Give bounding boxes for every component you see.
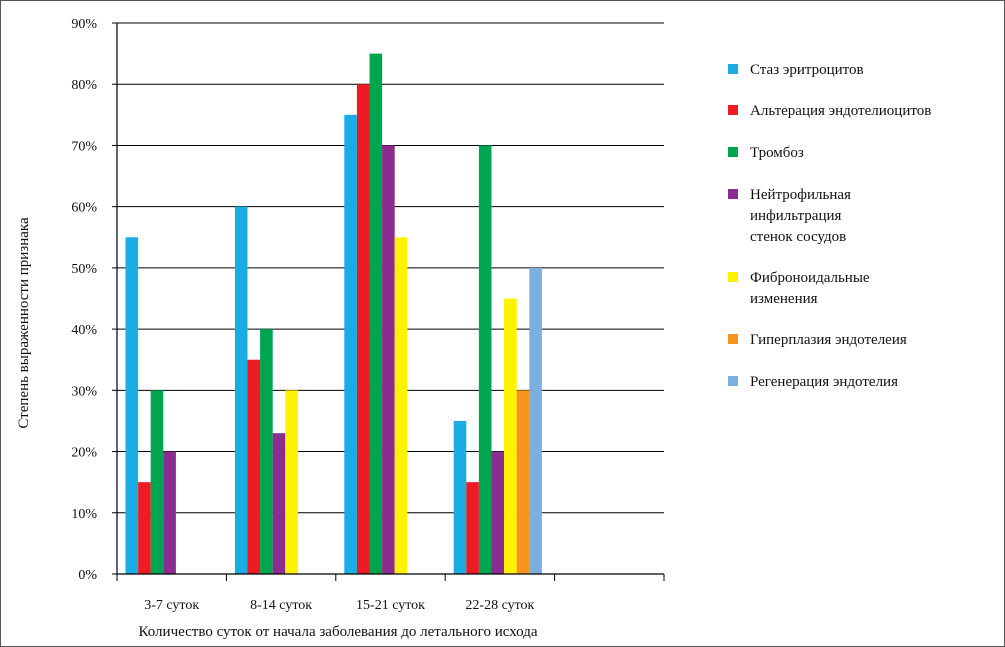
bar <box>138 482 151 574</box>
bar <box>272 433 286 574</box>
bar <box>478 145 492 574</box>
y-tick-label: 40% <box>71 323 97 338</box>
axes <box>112 22 665 581</box>
legend-label: Нейтрофильная инфильтрация стенок сосудов <box>750 187 851 245</box>
y-tick-label: 0% <box>78 568 97 583</box>
bar <box>150 390 164 574</box>
x-tick-label: 15-21 суток <box>356 598 425 613</box>
bars <box>125 53 542 575</box>
bar <box>382 145 395 574</box>
y-tick-label: 60% <box>71 201 97 216</box>
x-tick-label: 8-14 суток <box>250 598 312 613</box>
bar <box>466 482 479 574</box>
y-tick-label: 70% <box>71 139 97 154</box>
legend-label: Гиперплазия эндотелеия <box>750 332 907 348</box>
legend-label: Фиброноидальные изменения <box>750 270 870 307</box>
bar <box>453 420 467 574</box>
bar <box>260 329 273 574</box>
y-tick-label: 80% <box>71 78 97 93</box>
bar <box>356 84 370 574</box>
bar <box>504 298 517 574</box>
legend-label: Регенерация эндотелия <box>750 374 898 390</box>
bar <box>491 451 505 574</box>
legend: Стаз эритроцитов Альтерация эндотелиоцито… <box>728 62 931 390</box>
legend-swatch <box>728 272 738 282</box>
x-axis-title: Количество суток от начала заболевания д… <box>139 624 538 640</box>
y-axis-title: Степень выраженности признака <box>16 217 32 429</box>
y-tick-label: 10% <box>71 507 97 522</box>
legend-swatch <box>728 334 738 344</box>
legend-swatch <box>728 64 738 74</box>
bar <box>125 237 139 574</box>
bar <box>369 53 383 575</box>
y-tick-label: 20% <box>71 446 97 461</box>
bar <box>234 206 248 574</box>
legend-label: Тромбоз <box>750 145 804 161</box>
x-tick-labels: 3-7 суток 8-14 суток 15-21 суток 22-28 суто… <box>144 598 534 613</box>
y-tick-label: 30% <box>71 384 97 399</box>
legend-label: Стаз эритроцитов <box>750 62 864 78</box>
y-tick-label: 50% <box>71 262 97 277</box>
bar <box>285 390 298 574</box>
bar <box>529 267 542 574</box>
bar <box>516 390 530 574</box>
x-tick-label: 22-28 суток <box>465 598 534 613</box>
bar <box>344 114 357 574</box>
legend-swatch <box>728 147 738 157</box>
x-tick-label: 3-7 суток <box>144 598 199 613</box>
y-tick-labels: 0% 10% 20% 30% 40% 50% 60% 70% 80% 90% <box>71 17 97 583</box>
legend-label: Альтерация эндотелиоцитов <box>750 103 931 119</box>
bar <box>394 237 408 574</box>
bar <box>163 451 176 574</box>
legend-swatch <box>728 376 738 386</box>
legend-swatch <box>728 105 738 115</box>
bar <box>247 359 261 574</box>
y-tick-label: 90% <box>71 17 97 32</box>
legend-swatch <box>728 189 738 199</box>
